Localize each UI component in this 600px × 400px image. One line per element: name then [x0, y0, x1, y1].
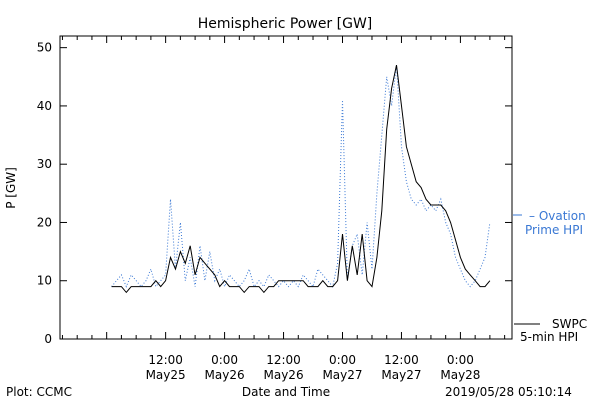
legend-swpc-label-1: SWPC [552, 317, 587, 331]
legend-swpc-label-2: 5-min HPI [520, 330, 578, 344]
y-tick-label: 20 [37, 215, 52, 229]
legend-ovation-label-2: Prime HPI [525, 223, 583, 237]
x-tick-date-label: May26 [205, 368, 245, 382]
footer-credit: Plot: CCMC [6, 385, 72, 399]
y-axis-label: P [GW] [4, 167, 18, 209]
y-ticks: 0 10 20 30 40 50 [37, 41, 512, 346]
x-ticks: 12:00May250:00May2612:00May260:00May2712… [61, 36, 506, 382]
y-tick-label: 50 [37, 41, 52, 55]
x-tick-time-label: 12:00 [384, 353, 419, 367]
x-tick-time-label: 0:00 [447, 353, 474, 367]
series-swpc-line [111, 64, 491, 294]
y-tick-label: 30 [37, 157, 52, 171]
series-layer [111, 64, 491, 294]
legend-ovation-label-1: – Ovation [529, 209, 586, 223]
x-tick-time-label: 0:00 [329, 353, 356, 367]
footer-timestamp: 2019/05/28 05:10:14 [445, 385, 572, 399]
x-tick-date-label: May27 [381, 368, 421, 382]
plot-frame [59, 35, 513, 340]
x-tick-date-label: May26 [264, 368, 304, 382]
x-tick-time-label: 12:00 [148, 353, 183, 367]
y-tick-label: 40 [37, 99, 52, 113]
chart-title: Hemispheric Power [GW] [198, 16, 373, 32]
x-tick-date-label: May27 [322, 368, 362, 382]
series-ovation-line [111, 65, 491, 289]
x-tick-date-label: May28 [440, 368, 480, 382]
x-tick-time-label: 0:00 [211, 353, 238, 367]
x-tick-time-label: 12:00 [266, 353, 301, 367]
y-tick-label: 0 [44, 332, 52, 346]
x-axis-label: Date and Time [242, 385, 330, 399]
x-tick-date-label: May25 [146, 368, 186, 382]
y-tick-label: 10 [37, 274, 52, 288]
